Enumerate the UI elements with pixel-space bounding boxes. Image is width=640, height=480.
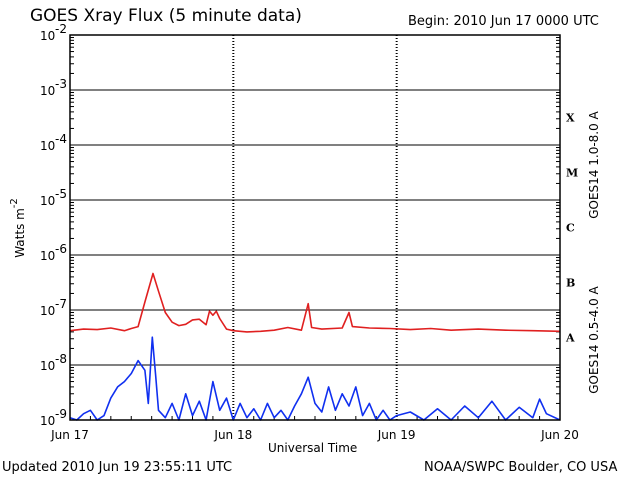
y-tick-exponent: -6 [55, 242, 67, 256]
y-tick-exponent: -2 [55, 22, 67, 36]
chart-title: GOES Xray Flux (5 minute data) [30, 6, 302, 26]
plot-frame [69, 34, 561, 421]
y-tick-label: 10 [40, 139, 55, 153]
legend-short-channel: GOES14 0.5-4.0 A [587, 285, 601, 393]
y-tick-label: 10 [40, 29, 55, 43]
flare-class-label: X [566, 112, 575, 125]
flare-class-label: C [566, 222, 575, 235]
x-tick-label: Jun 20 [540, 428, 579, 442]
short-channel-line [69, 336, 561, 421]
y-tick-label: 10 [40, 304, 55, 318]
y-tick-exponent: -8 [55, 352, 67, 366]
x-tick-label: Jun 18 [213, 428, 252, 442]
y-tick-exponent: -7 [55, 297, 67, 311]
y-tick-label: 10 [40, 359, 55, 373]
y-axis-label-exponent: -2 [9, 198, 20, 208]
legend-long-channel: GOES14 1.0-8.0 A [587, 110, 601, 218]
x-axis-label: Universal Time [268, 441, 358, 455]
begin-time: Begin: 2010 Jun 17 0000 UTC [408, 14, 599, 29]
x-tick-label: Jun 19 [377, 428, 416, 442]
y-tick-label: 10 [40, 194, 55, 208]
y-tick-label: 10 [40, 84, 55, 98]
y-tick-exponent: -5 [55, 187, 67, 201]
updated-timestamp: Updated 2010 Jun 19 23:55:11 UTC [2, 460, 233, 475]
y-tick-exponent: -4 [55, 132, 67, 146]
credit-text: NOAA/SWPC Boulder, CO USA [424, 460, 618, 475]
y-axis-label: Watts m-2 [9, 198, 27, 258]
y-tick-label: 10 [40, 414, 55, 428]
flare-class-label: B [566, 277, 575, 290]
y-tick-exponent: -3 [55, 77, 67, 91]
long-channel-line [69, 272, 561, 333]
flare-class-label: A [565, 332, 575, 345]
x-tick-label: Jun 17 [50, 428, 89, 442]
y-tick-exponent: -9 [55, 407, 67, 421]
flare-class-label: M [566, 167, 578, 180]
y-tick-label: 10 [40, 249, 55, 263]
